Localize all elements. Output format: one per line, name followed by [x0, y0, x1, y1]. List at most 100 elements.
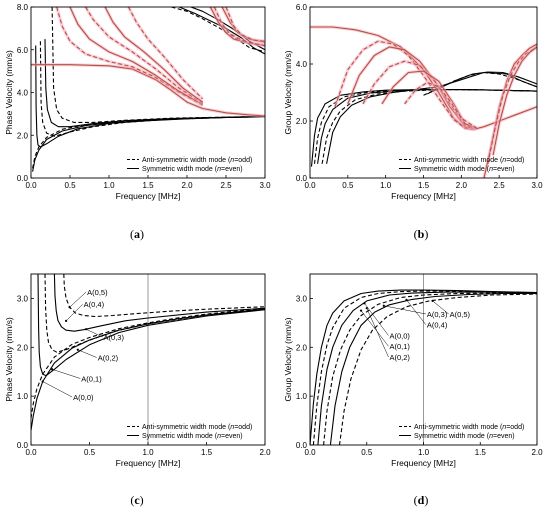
series-line-0	[310, 89, 537, 167]
x-tick-label: 1.5	[201, 448, 213, 457]
mode-leader-dot	[363, 302, 366, 305]
series-line-14	[487, 46, 537, 164]
legend-entry: Symmetric width mode (n=even)	[142, 166, 243, 173]
y-tick-label: 0.0	[17, 441, 29, 450]
mode-leader-line	[51, 369, 81, 379]
x-axis-label: Frequency [MHz]	[116, 458, 181, 468]
mode-leader-dot	[359, 309, 363, 312]
mode-leader-line	[85, 328, 103, 338]
series-line-16	[213, 7, 265, 47]
y-axis-label: Group Velocity (mm/s)	[283, 50, 293, 134]
y-tick-label: 1.0	[17, 392, 29, 401]
mode-leader-line	[65, 304, 83, 322]
series-highlight-10	[103, 7, 204, 104]
panel-label-d: (d)	[414, 493, 429, 507]
series-line-15	[492, 46, 537, 156]
x-tick-label: 0.5	[64, 181, 76, 190]
series-group	[31, 7, 265, 172]
mode-leader-line	[42, 381, 73, 398]
y-tick-label: 4.0	[17, 89, 29, 98]
series-line-6	[427, 71, 537, 95]
series-line-8	[69, 7, 203, 105]
y-axis-label: Phase Velocity (mm/s)	[4, 317, 14, 402]
x-tick-label: 2.5	[220, 181, 232, 190]
mode-label-a02: A(0,2)	[389, 353, 410, 362]
y-tick-label: 4.0	[296, 60, 308, 69]
x-tick-label: 1.5	[142, 181, 154, 190]
legend-entry: Anti-symmetric width mode (n=odd)	[414, 424, 524, 431]
y-tick-label: 2.0	[296, 343, 308, 352]
series-group	[31, 274, 265, 431]
x-axis-label: Frequency [MHz]	[391, 191, 456, 201]
mode-leader-line	[364, 303, 389, 336]
series-line-a00	[310, 289, 537, 445]
mode-label-a04: A(0,4)	[427, 321, 448, 330]
series-line-8	[334, 40, 477, 130]
legend: Anti-symmetric width mode (n=odd) Symmetr…	[127, 424, 252, 440]
x-tick-label: 2.0	[531, 448, 543, 457]
y-tick-label: 2.0	[296, 117, 308, 126]
y-tick-label: 0.0	[296, 174, 308, 183]
x-tick-label: 3.0	[531, 181, 543, 190]
mode-label-a01: A(0,1)	[81, 374, 102, 383]
mode-leader-line	[432, 300, 449, 315]
y-tick-label: 0.0	[296, 441, 308, 450]
x-tick-label: 0.0	[25, 181, 37, 190]
x-axis-label: Frequency [MHz]	[116, 191, 181, 201]
legend: Anti-symmetric width mode (n=odd) Symmetr…	[399, 424, 524, 440]
series-line-11	[128, 7, 203, 100]
series-line-10	[104, 7, 203, 103]
mode-leader-line	[69, 291, 87, 308]
series-highlight-12	[403, 80, 478, 130]
legend-entry: Symmetric width mode (n=even)	[414, 166, 515, 173]
x-tick-label: 1.0	[103, 181, 115, 190]
mode-label-a04: A(0,4)	[84, 300, 105, 309]
x-tick-label: 2.0	[259, 448, 271, 457]
mode-label-a05: A(0,5)	[87, 288, 108, 297]
mode-leader-dot	[68, 306, 71, 309]
x-tick-label: 0.0	[304, 181, 316, 190]
x-tick-label: 1.0	[380, 181, 392, 190]
mode-leader-line	[406, 299, 427, 325]
legend-entry: Symmetric width mode (n=even)	[142, 433, 243, 440]
chart-panel-a: 0.0 0.5 1.0 1.5 2.0 2.5 3.0 0.0 2.0 4.0 6.0 8.0 Freq…	[4, 3, 271, 241]
mode-label-a05: A(0,5)	[450, 310, 471, 319]
legend-entry: Anti-symmetric width mode (n=odd)	[142, 424, 252, 431]
mode-labels: A(0,3) A(0,5)A(0,4) A(0,0) A(0,1) A(0,2)	[359, 298, 471, 362]
series-line-6	[31, 64, 265, 117]
series-line-a02	[37, 274, 265, 377]
y-tick-label: 3.0	[17, 294, 29, 303]
x-tick-label: 0.0	[25, 448, 37, 457]
series-line-a03	[44, 274, 265, 353]
series-line-a04	[329, 292, 537, 445]
mode-leader-dot	[76, 348, 79, 351]
x-tick-label: 1.5	[475, 448, 487, 457]
chart-panel-d: 0.0 0.5 1.0 1.5 2.0 0.0 1.0 2.0 3.0 Frequency [MH…	[283, 273, 543, 507]
series-line-a02	[317, 291, 537, 445]
panel-label-c: (c)	[130, 493, 143, 507]
series-line-9	[85, 7, 203, 104]
mode-leader-dot	[65, 319, 68, 323]
y-tick-label: 6.0	[296, 3, 308, 12]
mode-labels: A(0,5) A(0,4) A(0,3) A(0,2) A(0,1) A(0,0)	[41, 288, 124, 402]
mode-leader-dot	[84, 328, 88, 331]
mode-leader-line	[366, 308, 389, 358]
x-axis-label: Frequency [MHz]	[391, 458, 456, 468]
mode-leader-dot	[405, 298, 408, 301]
x-tick-label: 1.5	[418, 181, 430, 190]
legend: Anti-symmetric width mode (n=odd) Symmetr…	[399, 157, 524, 173]
series-line-18	[225, 7, 265, 42]
mode-leader-dot	[382, 304, 385, 307]
series-group	[310, 289, 537, 445]
mode-label-a00: A(0,0)	[389, 331, 410, 340]
legend-entry: Anti-symmetric width mode (n=odd)	[142, 157, 252, 164]
mode-label-a03: A(0,3)	[427, 310, 448, 319]
series-line-a01	[312, 290, 537, 445]
y-tick-label: 3.0	[296, 294, 308, 303]
mode-label-a02: A(0,2)	[98, 353, 119, 362]
x-tick-label: 3.0	[259, 181, 271, 190]
mode-leader-line	[360, 310, 389, 347]
x-tick-label: 1.0	[418, 448, 430, 457]
